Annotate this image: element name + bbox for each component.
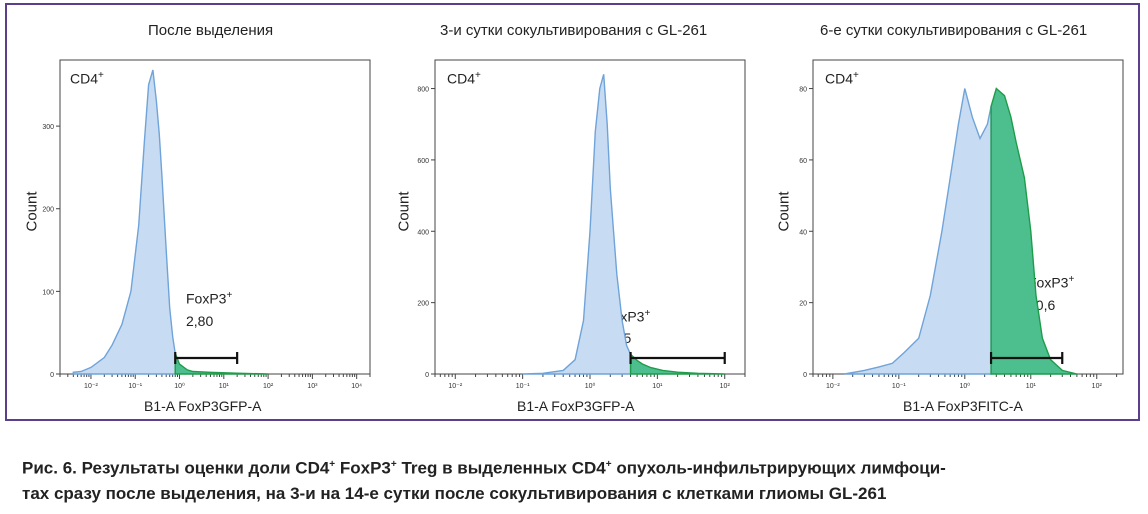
- panel-title: После выделения: [148, 22, 274, 39]
- x-tick-label: 10⁻²: [826, 383, 840, 390]
- gate-label: FoxP3+: [1028, 274, 1075, 291]
- x-tick-label: 10⁻²: [448, 383, 462, 390]
- histogram-panel-1: 0 100 200 300 10⁻² 10⁻¹ 10⁰ 10¹ 10² 10³ 10⁴: [42, 59, 371, 390]
- gate-value: 2,80: [186, 313, 214, 329]
- gate-label: FoxP3+: [186, 290, 233, 307]
- panel-title: 3-и сутки сокультивирования с GL-261: [440, 22, 708, 39]
- x-tick-label: 10⁰: [960, 382, 971, 390]
- x-tick-label: 10⁰: [174, 382, 185, 390]
- y-tick-label: 100: [42, 289, 54, 296]
- x-axis-label: B1-A FoxP3FITC-A: [903, 398, 1023, 414]
- histogram-area-negative: [844, 88, 992, 375]
- population-label: CD4+: [70, 70, 104, 87]
- y-tick-label: 0: [803, 372, 807, 379]
- plot-frame: [59, 59, 371, 375]
- y-tick-label: 800: [417, 87, 429, 94]
- x-tick-label: 10²: [263, 383, 274, 390]
- panel-title: 6-е сутки сокультивирования с GL-261: [820, 22, 1088, 39]
- y-axis-label: Count: [775, 191, 793, 232]
- histogram-area-positive: [174, 353, 269, 375]
- x-axis-label: B1-A FoxP3GFP-A: [517, 398, 635, 414]
- x-tick-label: 10⁴: [351, 383, 362, 390]
- histogram-panel-3: 0 20 40 60 80 10⁻² 10⁻¹ 10⁰ 10¹ 10²: [799, 59, 1124, 390]
- y-axis-label: Count: [23, 191, 41, 232]
- y-tick-label: 200: [42, 207, 54, 214]
- y-tick-label: 0: [50, 372, 54, 379]
- x-tick-label: 10⁻¹: [516, 383, 530, 390]
- x-tick-label: 10³: [307, 383, 318, 390]
- x-tick-label: 10⁰: [585, 382, 596, 390]
- x-tick-label: 10²: [720, 383, 731, 390]
- population-label: CD4+: [447, 70, 481, 87]
- y-tick-label: 80: [799, 87, 807, 94]
- y-tick-label: 400: [417, 229, 429, 236]
- x-tick-label: 10¹: [219, 383, 230, 390]
- y-tick-label: 600: [417, 158, 429, 165]
- population-label: CD4+: [825, 70, 859, 87]
- histogram-panel-2: 0 200 400 600 800 10⁻² 10⁻¹ 10⁰ 10¹ 10²: [417, 59, 746, 390]
- x-tick-label: 10⁻¹: [128, 383, 142, 390]
- x-tick-label: 10⁻²: [84, 383, 98, 390]
- x-tick-label: 10⁻¹: [892, 383, 906, 390]
- figure-caption: Рис. 6. Результаты оценки доли CD4+ FoxP…: [22, 452, 1137, 506]
- y-tick-label: 0: [425, 372, 429, 379]
- histogram-area-positive: [990, 87, 1078, 375]
- histogram-area-negative: [72, 69, 176, 375]
- y-tick-label: 40: [799, 229, 807, 236]
- x-tick-label: 10¹: [652, 383, 663, 390]
- y-tick-label: 200: [417, 301, 429, 308]
- y-axis-label: Count: [395, 191, 413, 232]
- x-tick-label: 10²: [1092, 383, 1103, 390]
- histogram-area-negative: [522, 74, 632, 375]
- x-tick-label: 10¹: [1026, 383, 1037, 390]
- y-tick-label: 60: [799, 158, 807, 165]
- caption-line-1: Рис. 6. Результаты оценки доли CD4+ FoxP…: [22, 458, 946, 478]
- y-tick-label: 300: [42, 124, 54, 131]
- y-tick-label: 20: [799, 301, 807, 308]
- x-axis-label: B1-A FoxP3GFP-A: [144, 398, 262, 414]
- caption-line-2: тах сразу после выделения, на 3-и на 14-…: [22, 483, 887, 503]
